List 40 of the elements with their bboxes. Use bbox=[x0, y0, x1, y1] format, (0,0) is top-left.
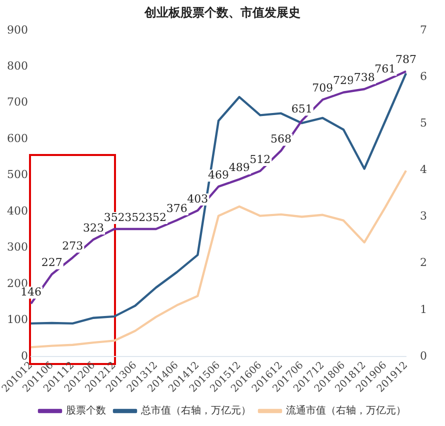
legend-label: 总市值（右轴，万亿元） bbox=[140, 404, 251, 417]
data-label: 729 bbox=[333, 74, 354, 88]
y2-tick-label: 6 bbox=[420, 70, 427, 83]
y2-tick-label: 4 bbox=[420, 163, 427, 176]
y-tick-label: 300 bbox=[6, 240, 28, 254]
legend-label: 股票个数 bbox=[66, 404, 106, 417]
y-tick-label: 500 bbox=[6, 168, 28, 182]
y-tick-label: 900 bbox=[6, 23, 28, 36]
y2-tick-label: 5 bbox=[420, 116, 427, 130]
data-label: 651 bbox=[291, 102, 312, 116]
data-label: 403 bbox=[187, 192, 208, 206]
y-tick-label: 600 bbox=[6, 132, 28, 145]
data-label: 738 bbox=[354, 70, 375, 84]
data-label: 787 bbox=[396, 53, 416, 66]
y2-tick-label: 0 bbox=[420, 349, 427, 362]
y2-tick-label: 3 bbox=[420, 210, 427, 223]
data-label: 352 bbox=[124, 210, 146, 224]
y-tick-label: 0 bbox=[20, 349, 28, 362]
data-label: 489 bbox=[228, 161, 250, 174]
y-tick-label: 100 bbox=[6, 313, 28, 326]
legend-label: 流通市值（右轴，万亿元） bbox=[286, 404, 406, 417]
data-label: 469 bbox=[208, 168, 229, 182]
data-label: 568 bbox=[270, 132, 292, 146]
data-label: 709 bbox=[312, 81, 334, 94]
chart-title: 创业板股票个数、市值发展史 bbox=[144, 5, 300, 20]
data-label: 352 bbox=[146, 210, 166, 224]
data-label: 376 bbox=[166, 202, 188, 216]
y-tick-label: 400 bbox=[6, 204, 28, 218]
data-label: 323 bbox=[82, 221, 104, 234]
y-tick-label: 700 bbox=[6, 96, 28, 109]
data-label: 273 bbox=[62, 239, 84, 252]
data-label: 227 bbox=[41, 256, 62, 270]
data-label: 146 bbox=[20, 285, 42, 298]
y2-tick-label: 1 bbox=[420, 302, 427, 316]
data-label: 352 bbox=[104, 210, 125, 224]
y-tick-label: 800 bbox=[6, 59, 28, 72]
y2-tick-label: 2 bbox=[420, 256, 427, 270]
data-label: 761 bbox=[374, 62, 396, 76]
y2-tick-label: 7 bbox=[420, 23, 427, 36]
data-label: 512 bbox=[250, 152, 271, 166]
